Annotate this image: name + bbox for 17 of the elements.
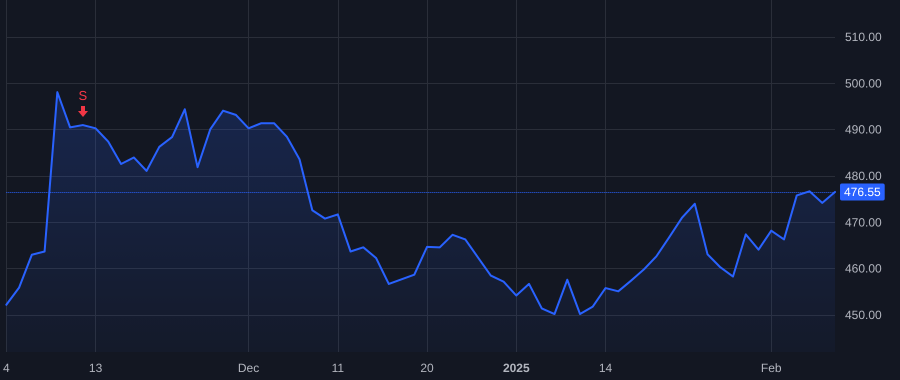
ref-line-label: 476.55: [844, 184, 882, 199]
x-tick-label: Feb: [760, 361, 782, 375]
x-tick-label: Dec: [238, 361, 260, 375]
x-tick-label: 20: [420, 361, 434, 375]
x-tick-label: 4: [2, 361, 10, 375]
x-tick-label: 13: [88, 361, 103, 375]
y-tick-label: 450.00: [845, 308, 882, 322]
annotation: S: [77, 88, 88, 104]
y-tick-label: 480.00: [845, 169, 882, 183]
y-tick-label: 460.00: [845, 262, 882, 276]
y-tick-label: 500.00: [845, 76, 882, 90]
y-tick-label: 490.00: [845, 122, 882, 137]
y-tick-label: 470.00: [845, 215, 882, 230]
x-tick-label: 14: [598, 361, 613, 375]
y-tick-label: 510.00: [845, 30, 882, 44]
x-tick-label: 11: [332, 361, 344, 375]
x-tick-label: 2025: [502, 361, 530, 375]
